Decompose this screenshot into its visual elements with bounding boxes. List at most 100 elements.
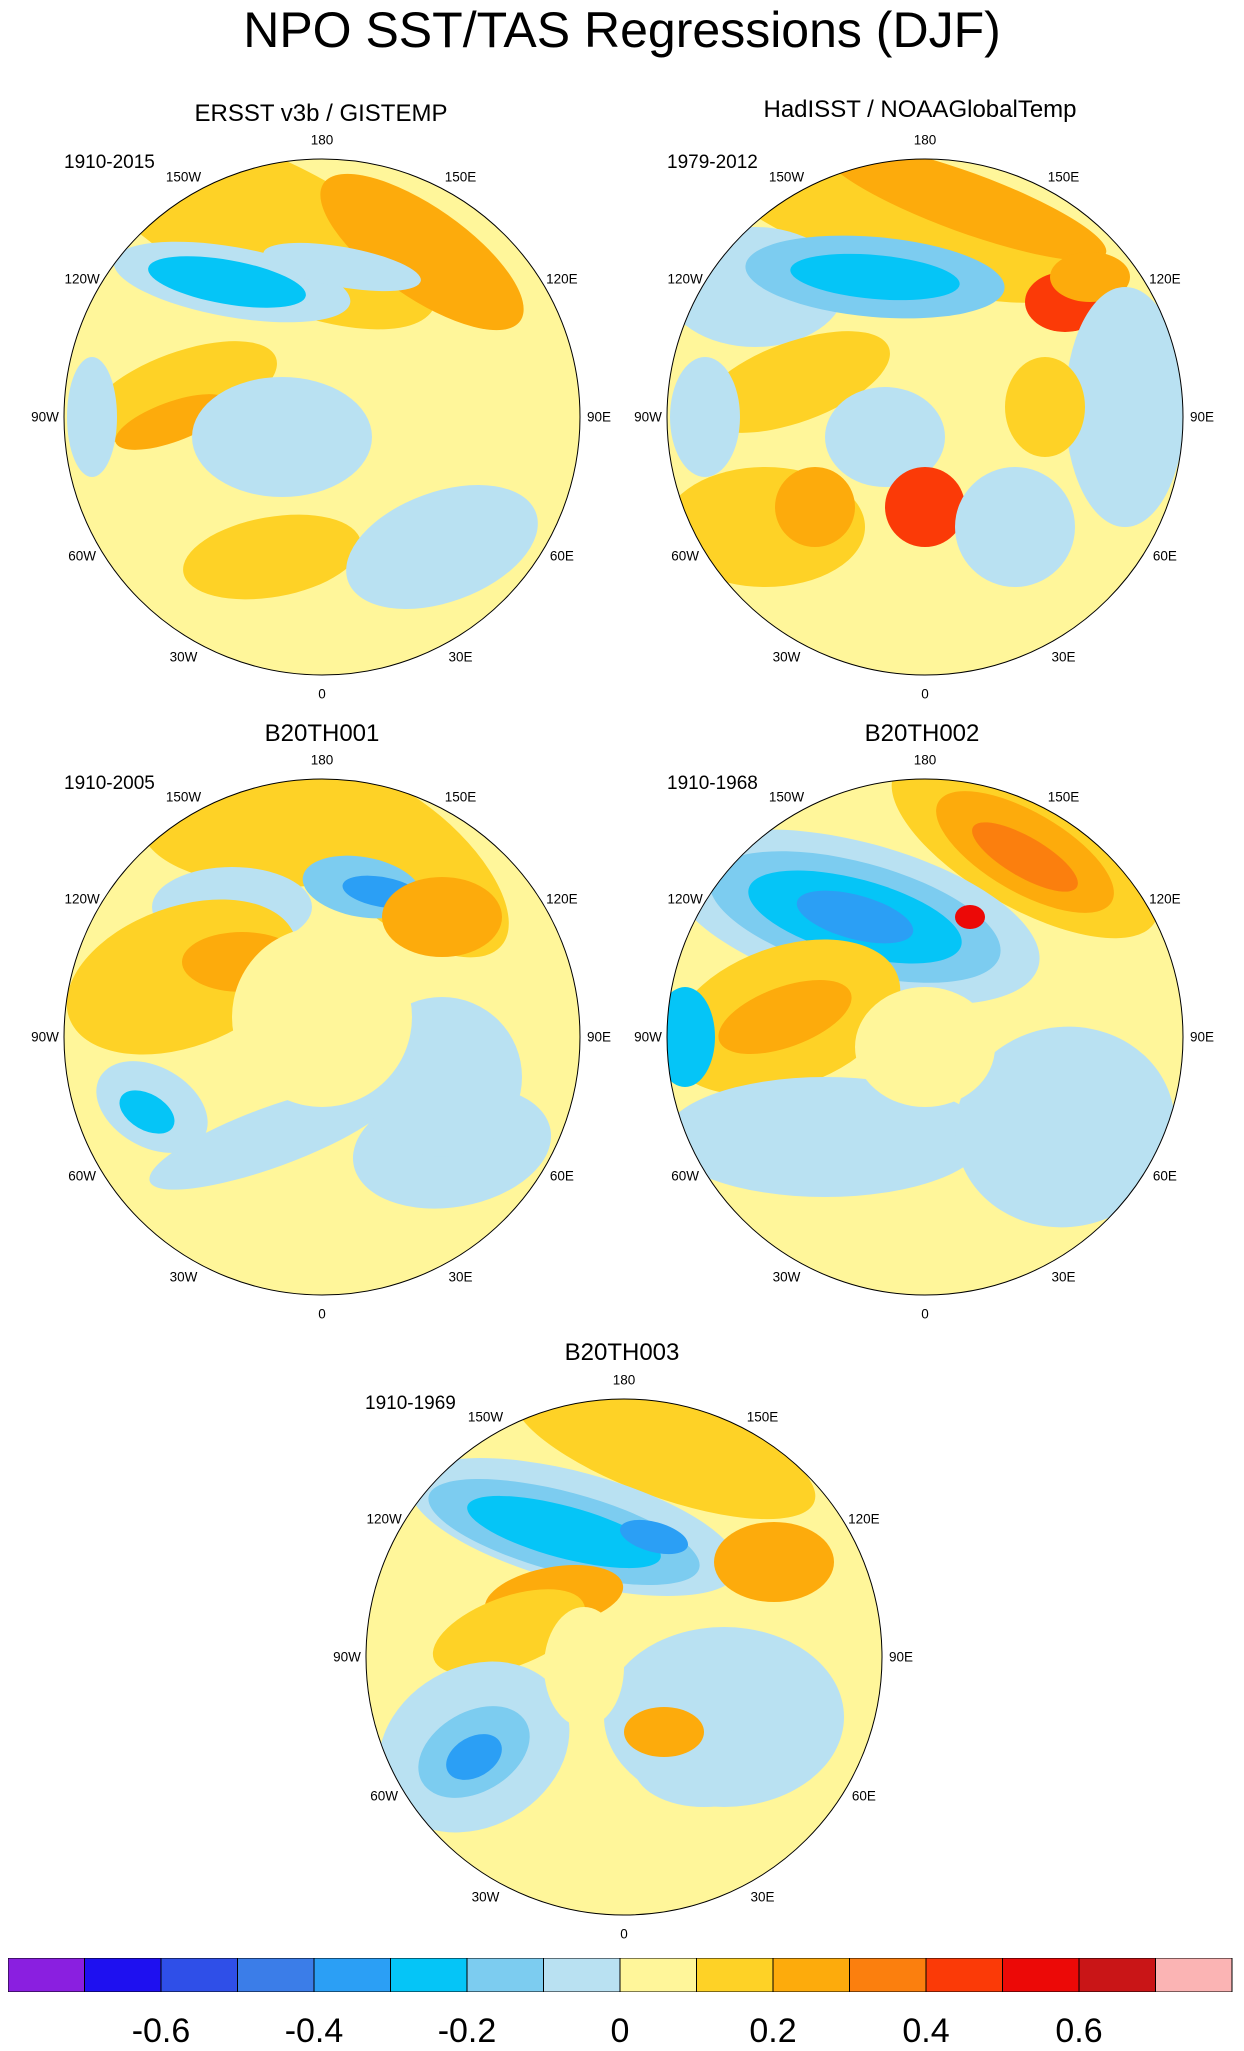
panel-title-b20th001: B20TH001 (264, 720, 380, 747)
longitude-label: 90E (586, 409, 612, 425)
longitude-label: 150E (1047, 169, 1080, 185)
longitude-label: 120E (848, 1511, 880, 1526)
polar-map-b20th003 (365, 1398, 883, 1916)
longitude-label: 60E (1152, 548, 1177, 563)
panel-title-hadisst: HadISST / NOAAGlobalTemp (763, 96, 1077, 123)
colorbar-box (160, 1958, 238, 1992)
longitude-label: 120W (667, 271, 703, 286)
panel-period-ersst: 1910-2015 (64, 152, 155, 173)
colorbar-box (696, 1958, 774, 1992)
panel-title-b20th003: B20TH003 (564, 1339, 680, 1366)
colorbar-box (84, 1958, 162, 1992)
longitude-label: 120W (64, 891, 100, 906)
longitude-label: 30W (169, 649, 198, 665)
colorbar-tick-label: -0.6 (131, 2012, 191, 2050)
longitude-label: 30E (1051, 649, 1076, 665)
longitude-label: 120W (366, 1511, 402, 1526)
colorbar-box (925, 1958, 1003, 1992)
longitude-label: 60W (671, 548, 699, 563)
polar-map-hadisst (666, 158, 1184, 676)
longitude-label: 150W (467, 1409, 504, 1425)
panel-title-ersst: ERSST v3b / GISTEMP (194, 100, 448, 127)
longitude-label: 60E (1152, 1168, 1177, 1183)
longitude-label: 90W (31, 409, 59, 425)
longitude-label: 30W (772, 649, 801, 665)
polar-map-b20th002 (666, 778, 1184, 1296)
colorbar-box (8, 1958, 85, 1992)
colorbar-box (1155, 1958, 1233, 1992)
longitude-label: 90W (31, 1029, 59, 1045)
longitude-label: 150W (768, 789, 805, 805)
colorbar-box (237, 1958, 315, 1992)
longitude-label: 60W (671, 1168, 699, 1183)
longitude-label: 90E (1189, 409, 1215, 425)
longitude-label: 120E (1149, 891, 1181, 906)
longitude-label: 150E (444, 789, 477, 805)
polar-map-ersst (63, 158, 581, 676)
longitude-label: 90W (333, 1649, 361, 1665)
colorbar-box (466, 1958, 544, 1992)
colorbar-tick-label: 0.4 (902, 2012, 950, 2050)
longitude-label: 90E (586, 1029, 612, 1045)
colorbar-box (390, 1958, 468, 1992)
longitude-label: 120W (667, 891, 703, 906)
longitude-label: 0 (921, 686, 929, 702)
colorbar-box (313, 1958, 391, 1992)
colorbar-box (849, 1958, 927, 1992)
longitude-label: 30E (1051, 1269, 1076, 1285)
longitude-label: 150E (444, 169, 477, 185)
longitude-label: 30W (169, 1269, 198, 1285)
longitude-label: 120E (546, 271, 578, 286)
longitude-label: 0 (318, 1306, 326, 1322)
figure-title: NPO SST/TAS Regressions (DJF) (243, 2, 1001, 58)
panel-period-b20th001: 1910-2005 (64, 773, 155, 794)
longitude-label: 150E (746, 1409, 779, 1425)
longitude-label: 90E (1189, 1029, 1215, 1045)
panel-period-hadisst: 1979-2012 (667, 152, 758, 173)
longitude-label: 30W (772, 1269, 801, 1285)
longitude-label: 150E (1047, 789, 1080, 805)
longitude-label: 180 (612, 1372, 636, 1388)
longitude-label: 30W (471, 1889, 500, 1905)
longitude-label: 60E (549, 1168, 574, 1183)
colorbar-tick-label: 0.2 (749, 2012, 797, 2050)
longitude-label: 120E (546, 891, 578, 906)
longitude-label: 180 (913, 752, 937, 768)
longitude-label: 30E (448, 1269, 473, 1285)
longitude-label: 120W (64, 271, 100, 286)
colorbar-tick-label: -0.4 (284, 2012, 344, 2050)
longitude-label: 180 (913, 132, 937, 148)
longitude-label: 90W (634, 409, 662, 425)
polar-map-b20th001 (63, 778, 581, 1296)
longitude-label: 60W (370, 1788, 398, 1803)
longitude-label: 0 (921, 1306, 929, 1322)
panel-title-b20th002: B20TH002 (864, 720, 980, 747)
panel-period-b20th003: 1910-1969 (365, 1393, 456, 1414)
colorbar-tick-label: 0 (610, 2012, 630, 2050)
longitude-label: 180 (310, 752, 334, 768)
longitude-label: 60E (549, 548, 574, 563)
longitude-label: 90W (634, 1029, 662, 1045)
colorbar-box (772, 1958, 850, 1992)
longitude-label: 30E (448, 649, 473, 665)
longitude-label: 150W (165, 789, 202, 805)
colorbar-box (619, 1958, 697, 1992)
colorbar-box (543, 1958, 621, 1992)
longitude-label: 180 (310, 132, 334, 148)
panel-period-b20th002: 1910-1968 (667, 773, 758, 794)
longitude-label: 150W (165, 169, 202, 185)
colorbar-tick-label: -0.2 (437, 2012, 497, 2050)
longitude-label: 0 (620, 1926, 628, 1942)
longitude-label: 60E (851, 1788, 876, 1803)
longitude-label: 30E (750, 1889, 775, 1905)
colorbar-box (1078, 1958, 1156, 1992)
longitude-label: 0 (318, 686, 326, 702)
colorbar-tick-label: 0.6 (1055, 2012, 1103, 2050)
longitude-label: 60W (68, 548, 96, 563)
longitude-label: 90E (888, 1649, 914, 1665)
colorbar (8, 1958, 1233, 1992)
longitude-label: 60W (68, 1168, 96, 1183)
longitude-label: 120E (1149, 271, 1181, 286)
colorbar-box (1002, 1958, 1080, 1992)
longitude-label: 150W (768, 169, 805, 185)
